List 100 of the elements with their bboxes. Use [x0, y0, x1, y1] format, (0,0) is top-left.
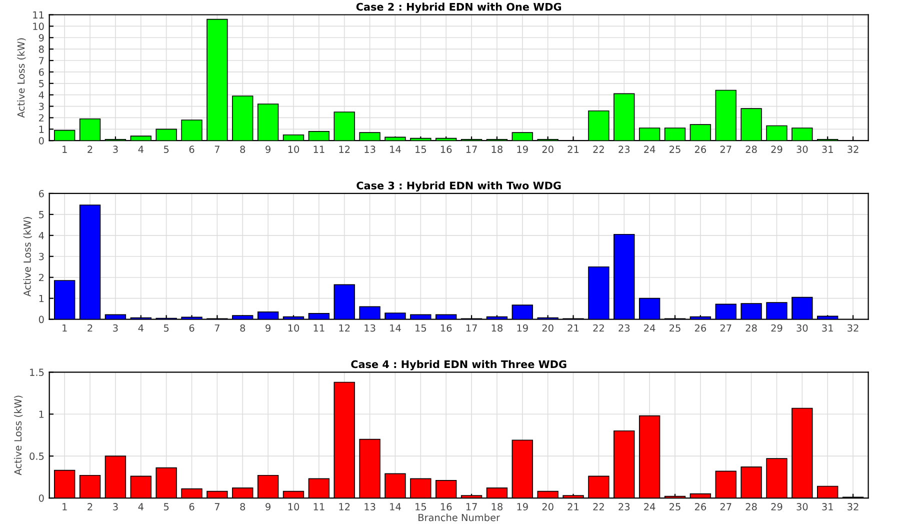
- x-tick-label: 29: [771, 146, 782, 153]
- y-tick-label: 9: [38, 34, 44, 42]
- y-tick-label: 3: [39, 102, 44, 110]
- x-tick-label: 19: [517, 503, 528, 510]
- x-tick-label: 5: [164, 324, 169, 332]
- x-tick-label: 14: [390, 324, 401, 332]
- x-tick-label: 2: [88, 503, 92, 510]
- x-tick-label: 18: [492, 503, 502, 510]
- x-tick-label: 23: [618, 146, 630, 153]
- y-tick-label: 4: [38, 232, 44, 240]
- x-tick-label: 11: [314, 324, 324, 332]
- x-tick-label: 20: [542, 503, 554, 510]
- y-tick-label: 2: [39, 274, 44, 282]
- x-tick-label: 12: [339, 146, 350, 153]
- x-tick-label: 25: [670, 324, 680, 332]
- x-tick-label: 17: [466, 146, 477, 153]
- x-tick-label: 3: [113, 503, 118, 510]
- x-tick-label: 32: [848, 503, 858, 510]
- chart-title: Case 3 : Hybrid EDN with Two WDG: [356, 181, 561, 192]
- y-tick-label: 5: [39, 211, 44, 218]
- x-tick-label: 27: [720, 324, 732, 332]
- x-tick-label: 31: [822, 503, 833, 510]
- x-tick-label: 14: [390, 503, 401, 510]
- x-tick-label: 1: [62, 503, 67, 510]
- x-tick-label: 24: [644, 324, 656, 332]
- y-axis-title: Active Loss (kW): [14, 396, 23, 476]
- x-tick-label: 6: [189, 146, 194, 153]
- y-tick-label: 0.5: [30, 452, 44, 460]
- x-tick-label: 31: [822, 146, 833, 153]
- x-tick-label: 26: [694, 503, 706, 510]
- x-tick-label: 18: [492, 324, 502, 332]
- x-tick-label: 32: [848, 324, 858, 332]
- y-tick-label: 1: [39, 294, 44, 302]
- x-tick-label: 12: [339, 503, 350, 510]
- x-tick-label: 2: [88, 146, 92, 153]
- x-tick-label: 1: [62, 324, 67, 332]
- x-tick-label: 2: [88, 324, 92, 332]
- x-tick-label: 22: [593, 324, 604, 332]
- x-tick-label: 15: [416, 146, 426, 153]
- x-tick-label: 7: [214, 503, 220, 510]
- x-tick-label: 10: [288, 146, 300, 153]
- x-tick-label: 13: [364, 146, 376, 153]
- x-tick-label: 25: [670, 146, 680, 153]
- x-tick-label: 15: [416, 324, 426, 332]
- x-axis-title: Branche Number: [418, 514, 500, 522]
- x-tick-label: 20: [542, 146, 554, 153]
- x-tick-label: 10: [288, 324, 300, 332]
- x-tick-label: 8: [240, 503, 246, 510]
- y-tick-label: 0: [38, 137, 44, 144]
- y-tick-label: 0: [38, 316, 44, 324]
- chart-title: Case 4 : Hybrid EDN with Three WDG: [351, 360, 566, 370]
- x-tick-label: 14: [390, 146, 401, 153]
- x-tick-label: 6: [189, 324, 194, 332]
- x-tick-label: 7: [214, 324, 220, 332]
- x-tick-label: 16: [440, 503, 452, 510]
- x-tick-label: 20: [542, 324, 554, 332]
- x-tick-label: 8: [240, 146, 246, 153]
- x-tick-label: 13: [364, 503, 376, 510]
- x-tick-label: 4: [138, 146, 144, 153]
- y-tick-label: 2: [39, 114, 44, 122]
- y-tick-label: 3: [39, 252, 44, 260]
- x-tick-label: 22: [593, 503, 604, 510]
- x-tick-label: 24: [644, 146, 656, 153]
- x-tick-label: 6: [189, 503, 194, 510]
- x-tick-label: 17: [466, 503, 477, 510]
- x-tick-label: 26: [694, 146, 706, 153]
- x-tick-label: 17: [466, 324, 477, 332]
- x-tick-label: 24: [644, 503, 656, 510]
- x-tick-label: 9: [266, 324, 270, 332]
- x-tick-label: 13: [364, 324, 376, 332]
- x-tick-label: 3: [113, 146, 118, 153]
- x-tick-label: 30: [796, 146, 808, 153]
- x-tick-label: 32: [848, 146, 858, 153]
- x-tick-label: 19: [517, 146, 528, 153]
- x-tick-label: 29: [771, 503, 782, 510]
- x-tick-label: 7: [214, 146, 220, 153]
- x-tick-label: 5: [164, 146, 169, 153]
- x-tick-label: 15: [416, 503, 426, 510]
- y-tick-label: 11: [33, 11, 44, 18]
- x-tick-label: 28: [746, 146, 757, 153]
- x-tick-label: 27: [720, 146, 732, 153]
- x-tick-label: 10: [288, 503, 300, 510]
- y-tick-label: 10: [33, 22, 44, 30]
- x-tick-label: 21: [568, 503, 579, 510]
- y-axis-title: Active Loss (kW): [17, 38, 26, 118]
- x-tick-label: 22: [593, 146, 604, 153]
- x-tick-label: 23: [618, 503, 630, 510]
- x-tick-label: 18: [492, 146, 502, 153]
- x-tick-label: 3: [113, 324, 118, 332]
- x-tick-label: 4: [138, 324, 144, 332]
- x-tick-label: 16: [440, 146, 452, 153]
- x-tick-label: 9: [266, 503, 270, 510]
- x-tick-label: 4: [138, 503, 144, 510]
- x-tick-label: 28: [746, 324, 757, 332]
- x-tick-label: 8: [240, 324, 246, 332]
- x-tick-label: 21: [568, 324, 579, 332]
- x-tick-label: 26: [694, 324, 706, 332]
- y-tick-label: 8: [38, 46, 44, 53]
- y-tick-label: 1: [39, 410, 44, 418]
- y-tick-label: 6: [38, 68, 44, 76]
